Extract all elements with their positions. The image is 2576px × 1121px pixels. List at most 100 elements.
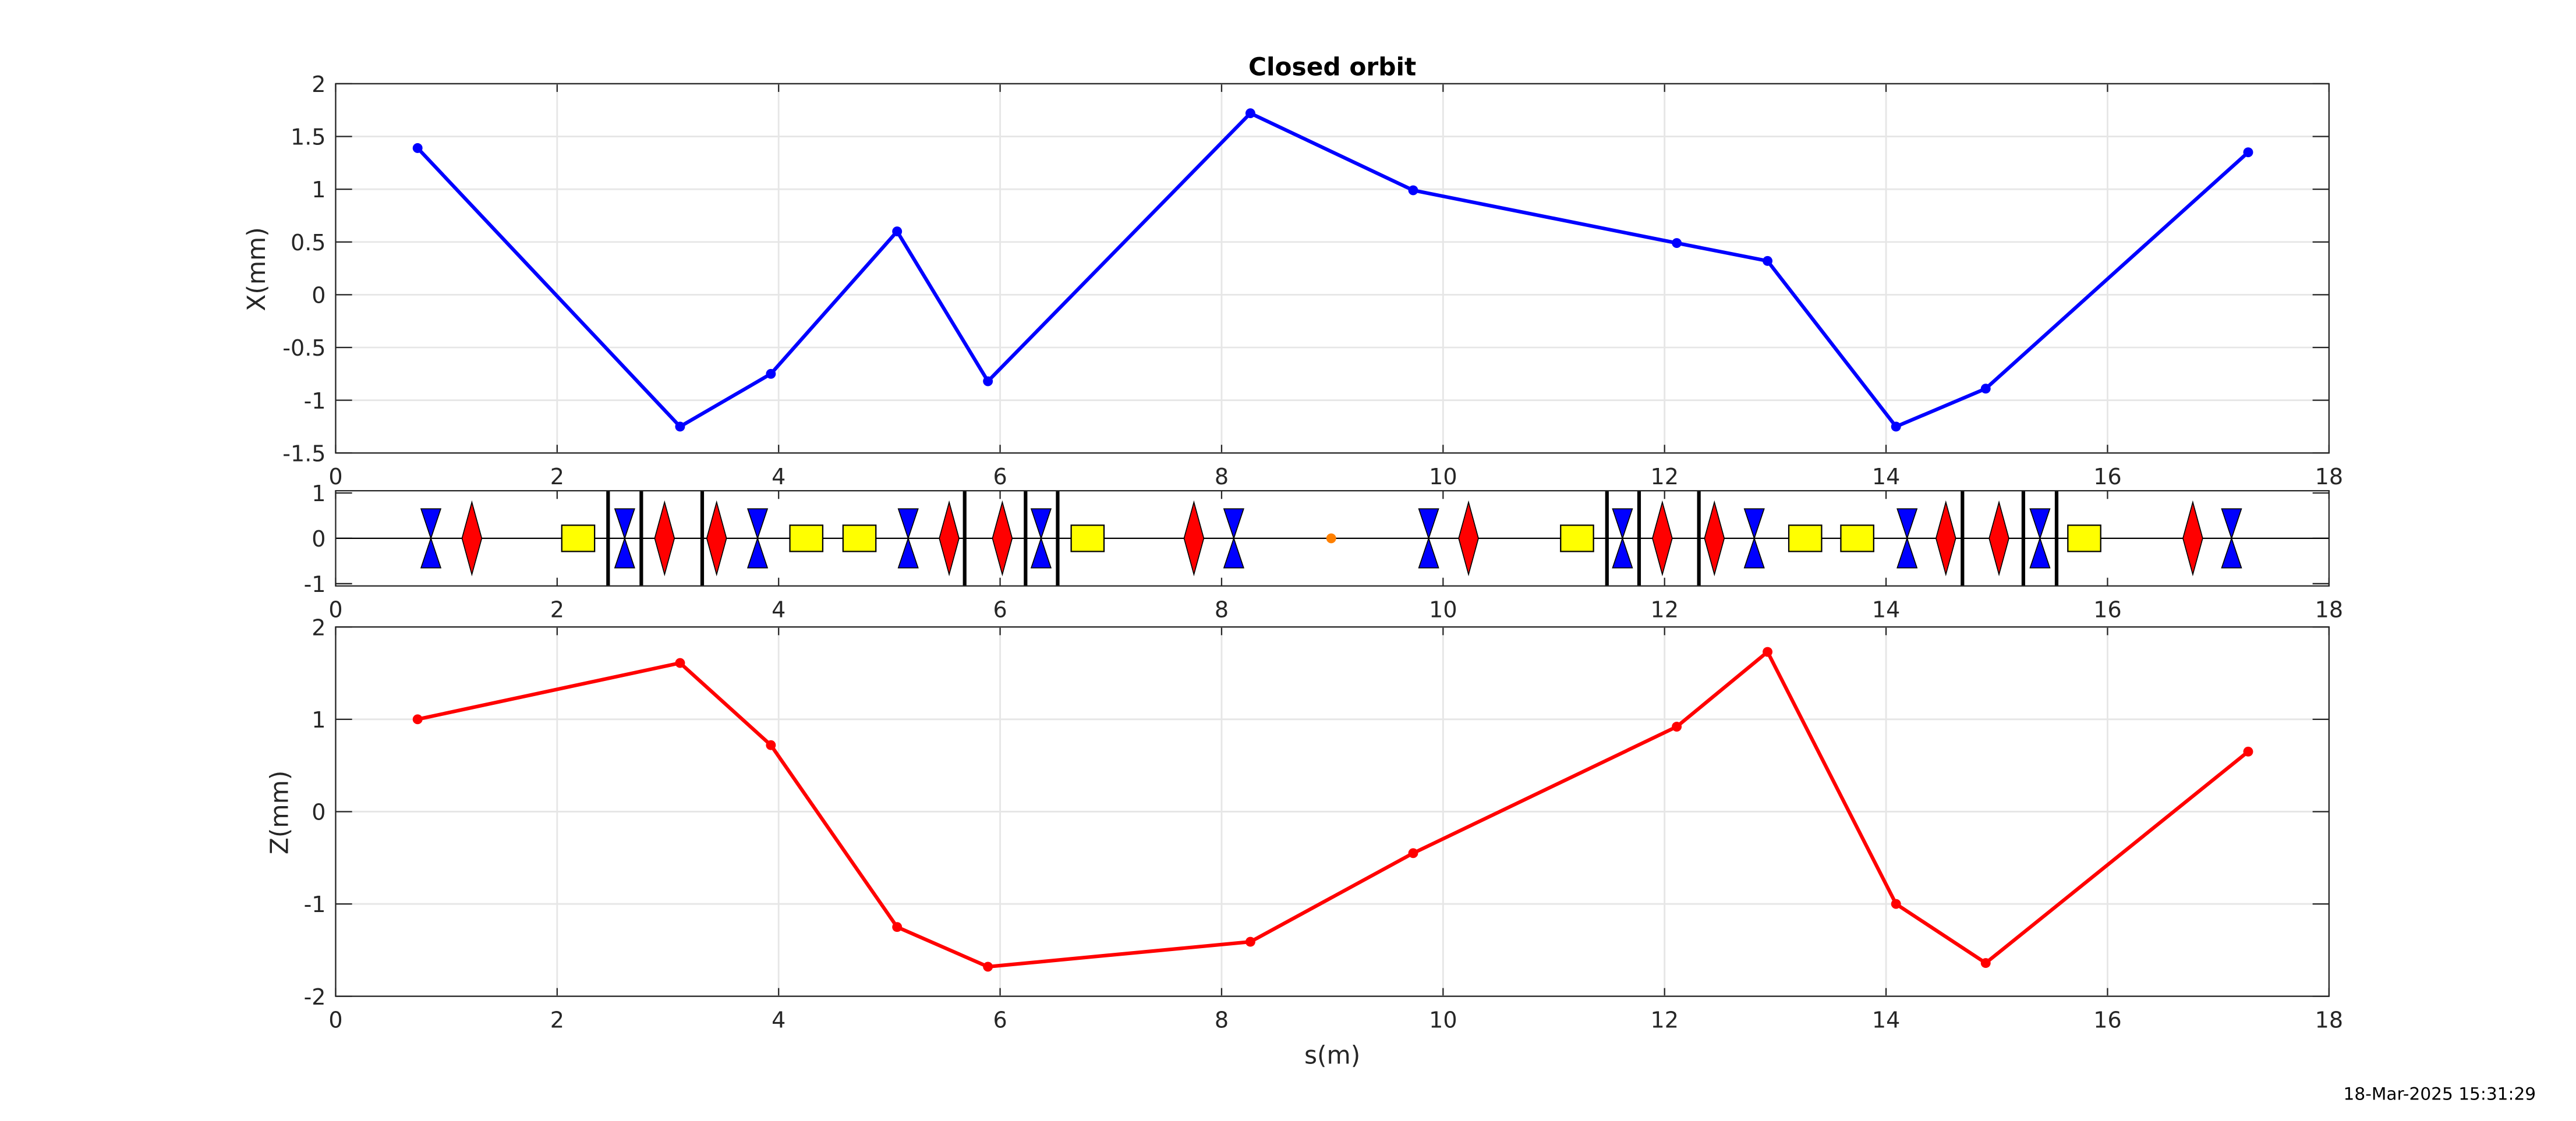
x-tick-label: 14 [1872,1007,1900,1033]
defocusing-quadrupole [1652,500,1673,577]
bpm-data-point [1408,185,1418,196]
orbit-line [417,649,2249,969]
x-tick-label: 10 [1429,1007,1457,1033]
axes-frame [335,83,2330,454]
y-tick-label: -1 [304,572,326,597]
bpm-data-point [675,658,685,668]
lattice-axes: 0 2 4 6 8 10 12 14 16 18-101 [304,481,2343,622]
dipole [1070,524,1105,552]
x-tick-label: 14 [1872,464,1900,489]
x-axis-ylabel: X(mm) [242,227,271,311]
plot-area [335,83,2329,453]
bpm-data-point [1891,421,1901,432]
bpm-data-point [766,740,776,750]
focusing-quadrupole [1743,508,1765,569]
chart-title: Closed orbit [1248,53,1416,81]
bpm-data-point [1763,256,1773,266]
focusing-quadrupole [420,508,442,569]
y-tick-label: 1.5 [291,125,326,150]
x-tick-label: 8 [1215,464,1229,489]
defocusing-quadrupole [1704,500,1725,577]
y-tick-label: 2 [312,72,325,97]
z-axis-ylabel: Z(mm) [266,771,294,854]
dipole [1788,524,1823,552]
bpm-data-point [1763,647,1773,657]
x-tick-label: 6 [993,464,1007,489]
focusing-quadrupole [2221,508,2242,569]
x-orbit-axes: 0 2 4 6 8 10 12 14 16 18 -1.5 -1 -0.5 0 0.5 1 1.5 2 [282,72,2343,489]
x-tick-label: 2 [550,597,564,622]
x-tick-label: 18 [2315,464,2343,489]
bpm-data-point [892,922,903,932]
defocusing-quadrupole [1988,500,2009,577]
x-tick-label: 16 [2093,1007,2121,1033]
bpm-data-point [1672,238,1682,249]
defocusing-quadrupole [461,500,483,577]
defocusing-quadrupole [706,500,727,577]
x-tick-label: 4 [772,464,785,489]
dipole [789,524,824,552]
y-tick-label: 1 [312,707,325,733]
focusing-quadrupole [1896,508,1918,569]
bpm-data-point [1245,108,1255,119]
x-tick-label: 10 [1429,597,1457,622]
x-tick-label: 2 [550,464,564,489]
bpm-data-point [675,421,685,432]
focusing-quadrupole [614,508,635,569]
x-tick-label: 0 [328,597,342,622]
axes-frame [335,626,2330,997]
y-tick-label: -1 [304,892,326,917]
x-tick-label: 6 [993,1007,1007,1033]
x-tick-label: 8 [1215,1007,1229,1033]
y-tick-label: -0.5 [282,335,325,361]
y-tick-label: 2 [312,615,325,640]
y-tick-label: 0 [312,526,325,552]
focusing-quadrupole [746,508,769,569]
bpm-data-point [1672,722,1682,732]
x-tick-label: 4 [772,597,785,622]
defocusing-quadrupole [939,500,960,577]
timestamp: 18-Mar-2025 15:31:29 [2344,1084,2536,1104]
x-tick-label: 12 [1650,464,1678,489]
y-tick-label: 0.5 [291,230,326,256]
s-axis-xlabel: s(m) [1304,1041,1360,1069]
x-tick-label: 12 [1650,597,1678,622]
bpm-data-point [1245,936,1255,947]
x-tick-label: 0 [328,464,342,489]
dipole [1560,524,1594,552]
y-tick-label: 0 [312,282,325,308]
defocusing-quadrupole [1458,500,1479,577]
y-tick-label: -1 [304,388,326,414]
x-tick-label: 16 [2093,597,2121,622]
bpm-data-point [1980,958,1991,969]
x-tick-label: 10 [1429,464,1457,489]
defocusing-quadrupole [1183,500,1205,577]
axes-frame [335,490,2330,587]
x-tick-label: 14 [1872,597,1900,622]
x-tick-label: 2 [550,1007,564,1033]
x-tick-label: 8 [1215,597,1229,622]
x-tick-label: 18 [2315,597,2343,622]
focusing-quadrupole [1223,508,1244,569]
bpm-data-point [983,962,993,972]
bpm-data-point [1891,899,1901,909]
y-tick-label: 0 [312,800,325,825]
focusing-quadrupole [1418,508,1439,569]
bpm-data-point [983,376,993,386]
bpm-data-point [412,714,423,725]
focusing-quadrupole [1612,508,1633,569]
defocusing-quadrupole [2182,500,2203,577]
bpm-data-point [892,226,903,237]
y-tick-label: 1 [312,481,325,506]
dipole [2067,524,2101,552]
dipole [842,524,877,552]
bpm-data-point [2243,746,2253,757]
bpm-data-point [2243,147,2253,158]
x-tick-label: 16 [2093,464,2121,489]
bpm-data-point [1980,384,1991,394]
orbit-line [416,111,2250,429]
focusing-quadrupole [897,508,919,569]
bpm-data-point [412,143,423,153]
